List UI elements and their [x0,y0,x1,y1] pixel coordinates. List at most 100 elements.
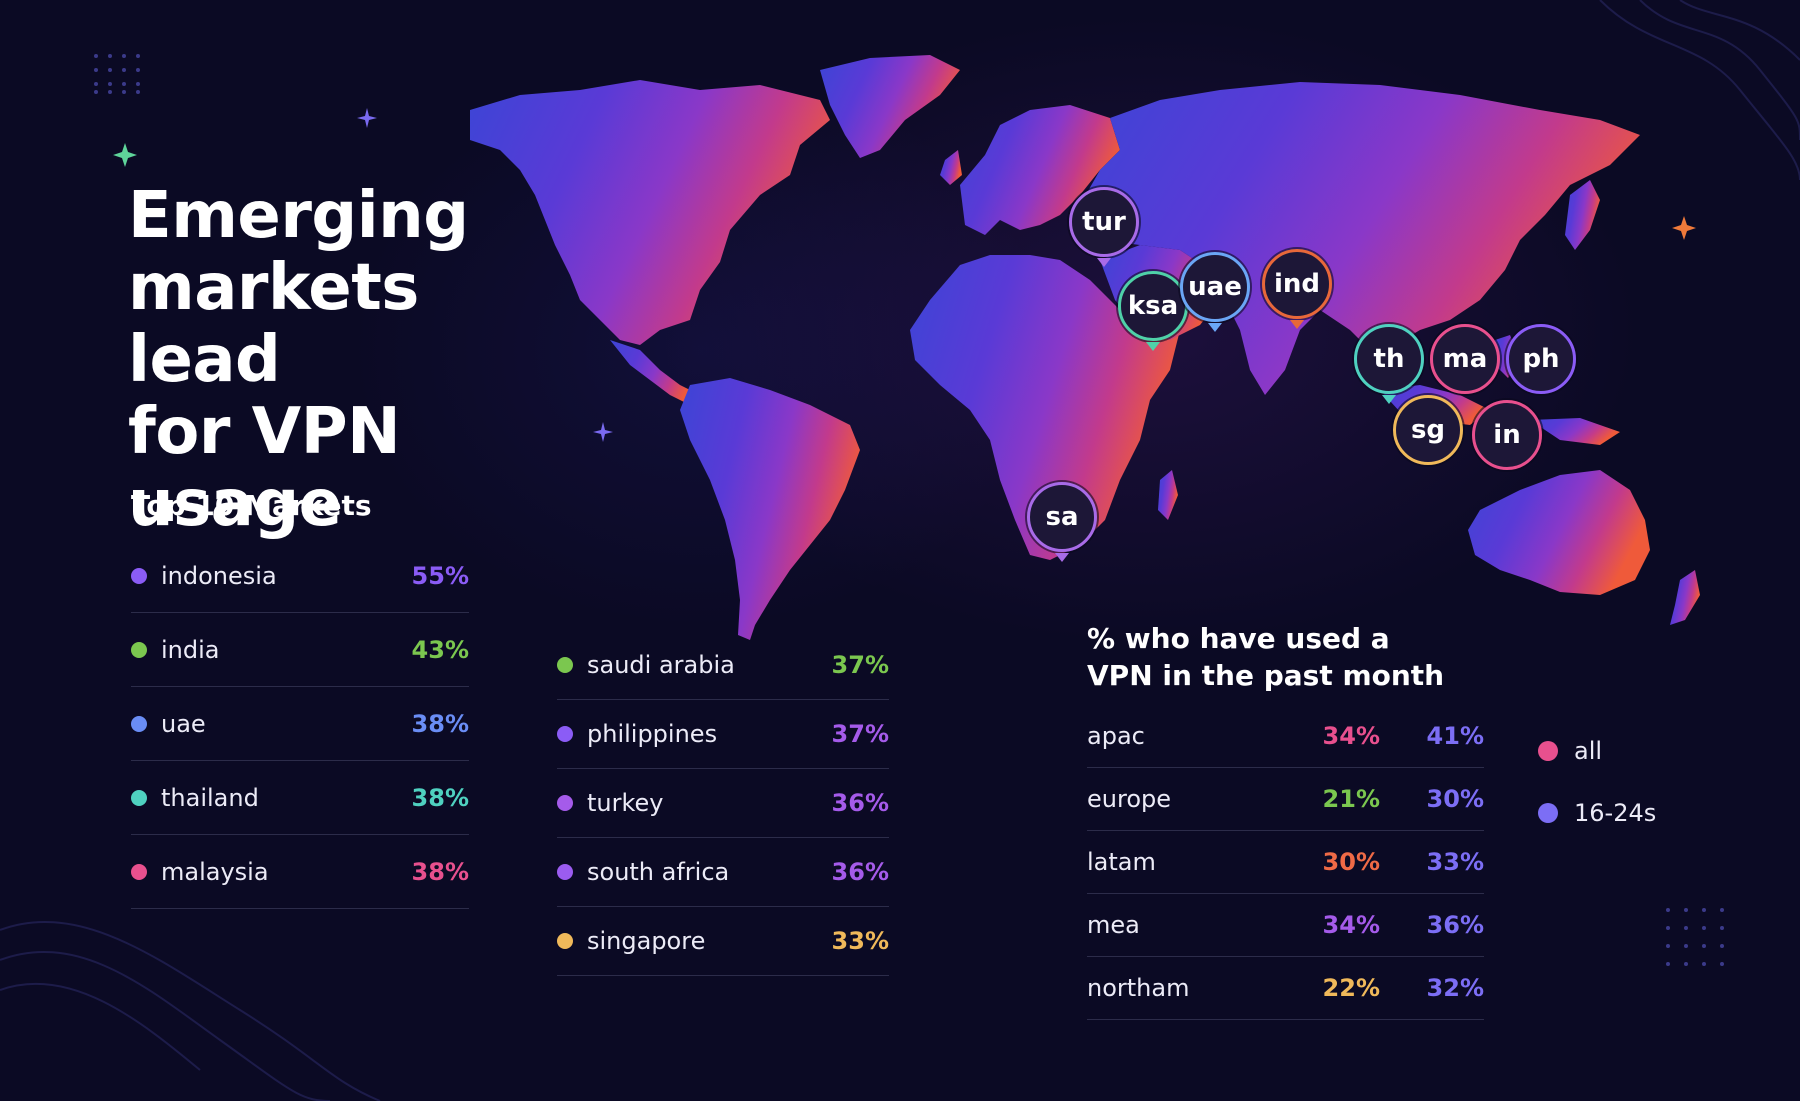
map-pin-ph[interactable]: ph [1506,324,1576,394]
market-row: malaysia 38% [131,835,469,909]
page-title: Emerging markets lead for VPN usage [128,179,469,541]
market-value: 38% [411,857,469,886]
market-dot [131,567,147,584]
region-name: northam [1087,974,1190,1002]
region-16-24-value: 32% [1426,974,1484,1002]
region-16-24-value: 30% [1426,785,1484,813]
market-dot [557,864,573,880]
map-pin-ind[interactable]: ind [1262,249,1332,319]
market-dot [131,715,147,732]
market-dot [131,641,147,658]
map-pin-tur[interactable]: tur [1069,187,1139,257]
asia [1080,82,1640,395]
market-value: 38% [411,783,469,812]
market-name: malaysia [161,857,269,886]
region-row: mea 34% 36% [1087,894,1484,957]
market-value: 37% [831,651,889,679]
market-row: singapore 33% [557,907,889,976]
new-zealand [1670,570,1700,625]
market-dot [557,726,573,742]
region-name: apac [1087,722,1145,750]
map-pin-th[interactable]: th [1354,324,1424,394]
central-america [610,340,700,405]
region-row: europe 21% 30% [1087,768,1484,831]
market-name: uae [161,709,206,738]
map-pin-sg[interactable]: sg [1393,395,1463,465]
top-markets-heading: Top 10 Markets [131,489,372,522]
region-16-24-value: 41% [1426,722,1484,750]
market-dot [131,789,147,806]
map-pin-ma[interactable]: ma [1430,324,1500,394]
market-row: saudi arabia 37% [557,631,889,700]
region-row: apac 34% 41% [1087,705,1484,768]
region-all-value: 21% [1322,785,1380,813]
japan [1565,180,1600,250]
uk [940,150,962,185]
market-name: south africa [587,858,730,886]
market-value: 36% [831,858,889,886]
region-row: northam 22% 32% [1087,957,1484,1020]
region-all-value: 34% [1322,911,1380,939]
legend-dot [1538,741,1558,761]
market-value: 33% [831,927,889,955]
new-guinea [1530,418,1620,445]
market-row: india 43% [131,613,469,687]
vpn-usage-legend: all 16-24s [1538,720,1656,844]
market-value: 38% [411,709,469,738]
legend-label: all [1574,737,1603,765]
market-value: 37% [831,720,889,748]
map-pin-sa[interactable]: sa [1027,482,1097,552]
region-all-value: 30% [1322,848,1380,876]
market-row: philippines 37% [557,700,889,769]
africa [910,255,1180,560]
greenland [820,55,960,158]
dot-grid-top-left [94,54,140,94]
dot-grid-bottom-right [1666,908,1724,966]
region-all-value: 34% [1322,722,1380,750]
market-row: turkey 36% [557,769,889,838]
legend-dot [1538,803,1558,823]
region-name: europe [1087,785,1171,813]
market-row: south africa 36% [557,838,889,907]
legend-label: 16-24s [1574,799,1657,827]
market-row: indonesia 55% [131,539,469,613]
top-markets-column-2: saudi arabia 37% philippines 37% turkey … [557,631,889,976]
market-row: uae 38% [131,687,469,761]
region-row: latam 30% 33% [1087,831,1484,894]
market-name: indonesia [161,561,277,590]
market-value: 43% [411,635,469,664]
market-dot [557,933,573,949]
market-dot [557,795,573,811]
map-pin-uae[interactable]: uae [1180,252,1250,322]
madagascar [1158,470,1178,520]
market-name: thailand [161,783,259,812]
map-pin-in[interactable]: in [1472,400,1542,470]
market-name: turkey [587,789,664,817]
region-16-24-value: 36% [1426,911,1484,939]
top-markets-column-1: indonesia 55% india 43% uae 38% thailand… [131,539,469,909]
market-name: india [161,635,220,664]
region-name: latam [1087,848,1156,876]
region-16-24-value: 33% [1426,848,1484,876]
region-name: mea [1087,911,1140,939]
vpn-usage-table: apac 34% 41% europe 21% 30% latam 30% 33… [1087,705,1484,1020]
market-dot [131,863,147,880]
south-america [680,378,860,640]
market-name: singapore [587,927,706,955]
market-value: 36% [831,789,889,817]
market-dot [557,657,573,673]
map-pin-ksa[interactable]: ksa [1118,271,1188,341]
europe [960,105,1120,235]
vpn-usage-heading: % who have used a VPN in the past month [1087,622,1445,692]
market-value: 55% [411,561,469,590]
region-all-value: 22% [1322,974,1380,1002]
australia [1468,470,1650,595]
market-name: saudi arabia [587,651,735,679]
legend-item-16-24s: 16-24s [1538,782,1656,844]
market-row: thailand 38% [131,761,469,835]
sparkle-icons [113,108,1696,442]
north-america [470,80,830,345]
